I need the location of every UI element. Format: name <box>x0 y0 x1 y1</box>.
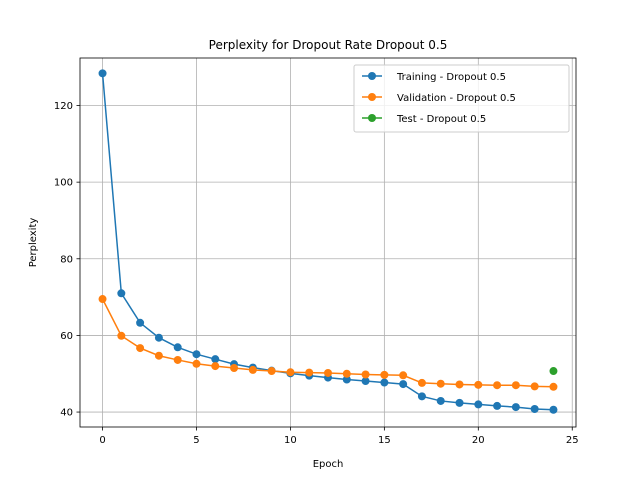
legend-marker <box>368 72 376 80</box>
data-point <box>418 379 426 387</box>
data-point <box>399 371 407 379</box>
x-tick-label: 25 <box>566 435 579 446</box>
data-point <box>512 403 520 411</box>
data-point <box>474 381 482 389</box>
data-point <box>155 334 163 342</box>
data-point <box>324 369 332 377</box>
legend-label: Test - Dropout 0.5 <box>396 114 486 125</box>
data-point <box>512 381 520 389</box>
data-point <box>380 379 388 387</box>
data-point <box>493 381 501 389</box>
x-axis-label: Epoch <box>313 459 344 470</box>
legend: Training - Dropout 0.5 Validation - Dropo… <box>354 65 569 132</box>
data-point <box>549 383 557 391</box>
data-point <box>211 362 219 370</box>
data-point <box>474 400 482 408</box>
data-point <box>305 369 313 377</box>
y-axis-label: Perplexity <box>28 218 39 268</box>
data-point <box>99 295 107 303</box>
data-point <box>343 370 351 378</box>
data-point <box>399 380 407 388</box>
legend-marker <box>368 114 376 122</box>
legend-label: Validation - Dropout 0.5 <box>397 93 516 104</box>
data-point <box>192 360 200 368</box>
data-point <box>549 367 557 375</box>
data-point <box>174 356 182 364</box>
x-tick-label: 10 <box>284 435 297 446</box>
series-3 <box>549 367 557 375</box>
data-point <box>192 350 200 358</box>
data-point <box>136 344 144 352</box>
data-point <box>286 368 294 376</box>
data-point <box>456 380 464 388</box>
data-point <box>549 406 557 414</box>
data-point <box>268 367 276 375</box>
x-tick-label: 0 <box>99 435 105 446</box>
data-point <box>437 397 445 405</box>
data-point <box>230 364 238 372</box>
data-point <box>249 366 257 374</box>
data-point <box>155 352 163 360</box>
data-point <box>418 392 426 400</box>
legend-label: Training - Dropout 0.5 <box>396 72 506 83</box>
data-point <box>117 332 125 340</box>
y-tick-label: 80 <box>60 254 73 265</box>
data-point <box>211 355 219 363</box>
data-point <box>456 399 464 407</box>
data-point <box>437 380 445 388</box>
x-tick-label: 15 <box>378 435 391 446</box>
data-point <box>531 382 539 390</box>
legend-marker <box>368 93 376 101</box>
x-tick-label: 20 <box>472 435 485 446</box>
data-point <box>531 405 539 413</box>
data-point <box>174 343 182 351</box>
y-tick-label: 100 <box>54 178 73 189</box>
y-tick-label: 40 <box>60 408 73 419</box>
data-point <box>380 371 388 379</box>
data-point <box>362 371 370 379</box>
data-point <box>493 402 501 410</box>
chart-title: Perplexity for Dropout Rate Dropout 0.5 <box>209 38 448 52</box>
data-point <box>117 289 125 297</box>
x-tick-label: 5 <box>193 435 199 446</box>
y-tick-label: 60 <box>60 331 73 342</box>
y-tick-label: 120 <box>54 101 73 112</box>
data-point <box>136 319 144 327</box>
data-point <box>99 69 107 77</box>
